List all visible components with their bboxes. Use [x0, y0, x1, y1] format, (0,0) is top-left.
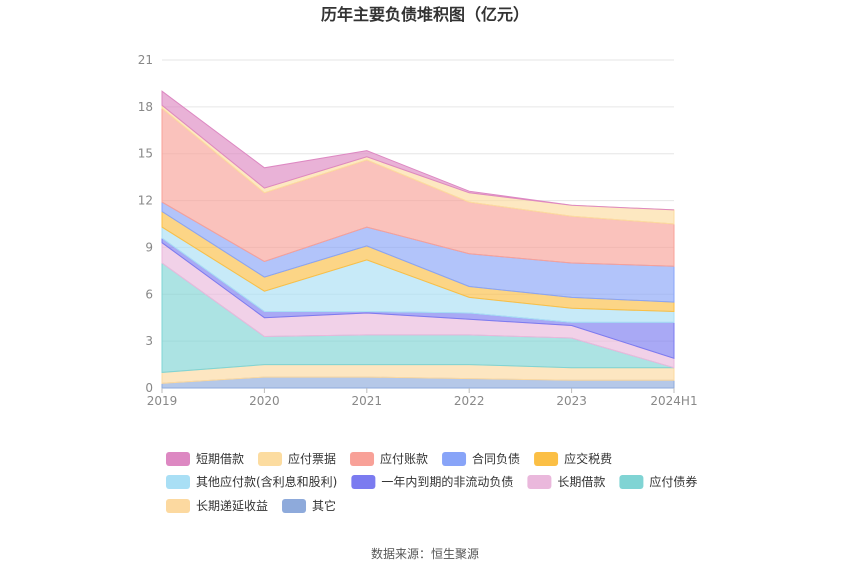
y-tick-label: 3 [145, 334, 153, 348]
legend-label: 长期递延收益 [196, 499, 268, 513]
x-tick-label: 2020 [249, 394, 280, 408]
y-tick-label: 9 [145, 240, 153, 254]
legend-label: 长期借款 [557, 475, 605, 489]
legend-label: 应付账款 [380, 451, 428, 466]
legend-swatch [350, 452, 375, 466]
area-series-10 [161, 90, 675, 211]
legend-swatch [534, 452, 559, 466]
y-tick-label: 15 [138, 147, 153, 161]
x-tick-label: 2019 [147, 394, 178, 408]
legend-swatch [258, 452, 283, 466]
x-tick-label: 2023 [556, 394, 587, 408]
area-series-layer [161, 90, 675, 389]
legend-label: 应付债券 [649, 474, 697, 489]
legend-swatch [619, 475, 644, 489]
legend-label: 应付票据 [288, 451, 336, 466]
legend-label: 其他应付款(含利息和股利) [196, 474, 337, 489]
legend-label: 合同负债 [472, 451, 520, 466]
x-tick-label: 2022 [454, 394, 485, 408]
data-source-note: 数据来源：恒生聚源 [371, 546, 479, 561]
chart-title: 历年主要负债堆积图（亿元） [321, 5, 529, 24]
x-tick-label: 2021 [352, 394, 383, 408]
legend-swatch [282, 499, 307, 513]
x-tick-label: 2024H1 [650, 394, 697, 408]
legend-label: 短期借款 [196, 452, 244, 466]
y-tick-label: 12 [138, 194, 153, 208]
y-tick-label: 21 [138, 53, 153, 67]
legend-label: 应交税费 [564, 451, 612, 466]
legend-label: 其它 [312, 498, 336, 513]
legend-swatch [166, 499, 190, 513]
legend-swatch [166, 452, 190, 466]
legend-swatch [351, 475, 376, 489]
axes: 0 3 6 9 12 15 18 21 2019 2020 2021 2022 2023 2024H1 [138, 53, 698, 408]
legend-swatch [442, 452, 467, 466]
legend-swatch [527, 475, 552, 489]
legend-label: 一年内到期的非流动负债 [381, 474, 513, 489]
y-tick-label: 18 [138, 100, 153, 114]
legend-swatch [166, 475, 190, 489]
y-tick-label: 6 [145, 287, 153, 301]
y-tick-label: 0 [145, 381, 153, 395]
